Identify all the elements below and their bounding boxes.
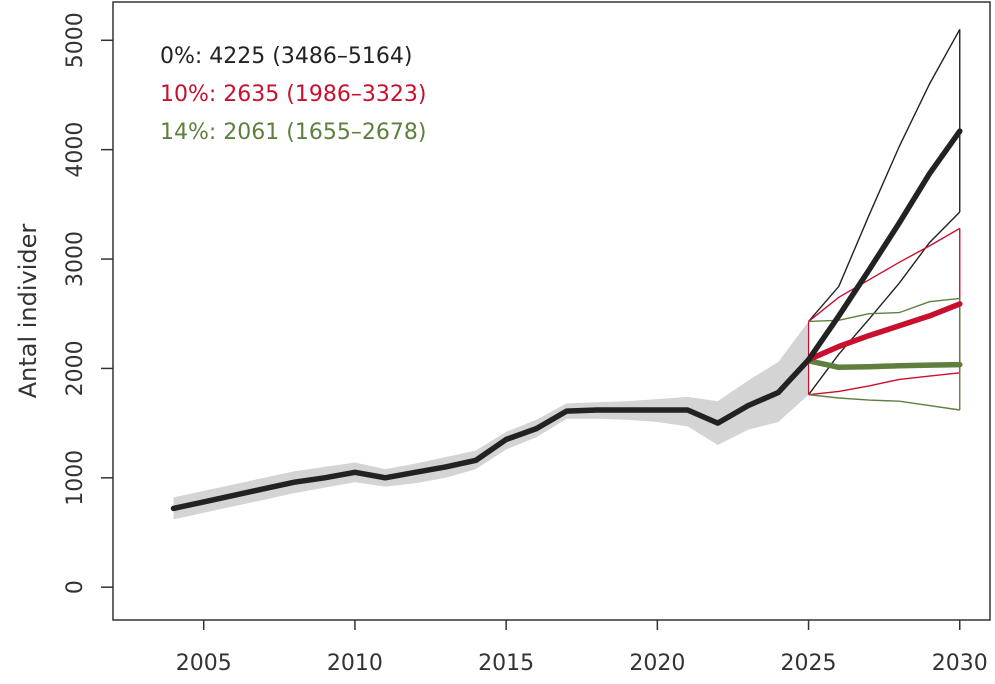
historical-confidence-band xyxy=(173,321,809,520)
x-tick-label-2015: 2015 xyxy=(478,651,534,676)
y-tick-label-0: 0 xyxy=(63,580,88,594)
historical-line-group xyxy=(170,356,812,512)
projection-0%-upper xyxy=(808,28,961,322)
projection-10%-upper xyxy=(808,227,961,322)
y-tick-label-5000: 5000 xyxy=(63,12,88,68)
x-tick-label-2010: 2010 xyxy=(327,651,383,676)
historical-line xyxy=(170,356,812,512)
y-tick-label-1000: 1000 xyxy=(63,450,88,506)
x-tick-label-2005: 2005 xyxy=(176,651,232,676)
x-tick-label-2020: 2020 xyxy=(629,651,685,676)
legend-entry-0: 0%: 4225 (3486–5164) xyxy=(160,44,412,69)
projection-14%-lower xyxy=(808,394,960,411)
plot-frame xyxy=(112,1,991,621)
legend: 0%: 4225 (3486–5164) 10%: 2635 (1986–3323… xyxy=(160,44,426,145)
y-tick-label-2000: 2000 xyxy=(63,340,88,396)
y-axis-title: Antal individer xyxy=(14,224,42,399)
y-tick-label-4000: 4000 xyxy=(63,122,88,178)
y-tick-label-3000: 3000 xyxy=(63,231,88,287)
legend-entry-2: 14%: 2061 (1655–2678) xyxy=(160,120,426,145)
projection-14%-line xyxy=(805,358,963,371)
legend-entry-1: 10%: 2635 (1986–3323) xyxy=(160,82,426,107)
x-tick-label-2025: 2025 xyxy=(781,651,837,676)
projection-0%-line xyxy=(805,128,963,363)
projection-10%-lower xyxy=(808,372,960,396)
projection-lines-group xyxy=(805,28,963,411)
axes-group: 2005 2010 2015 2020 2025 2030 0 1000 2000 3000 400… xyxy=(63,12,988,676)
projection-10%-line xyxy=(805,301,963,363)
x-tick-label-2030: 2030 xyxy=(932,651,988,676)
projection-0%-lower xyxy=(808,211,961,396)
confidence-band-group xyxy=(173,321,809,520)
